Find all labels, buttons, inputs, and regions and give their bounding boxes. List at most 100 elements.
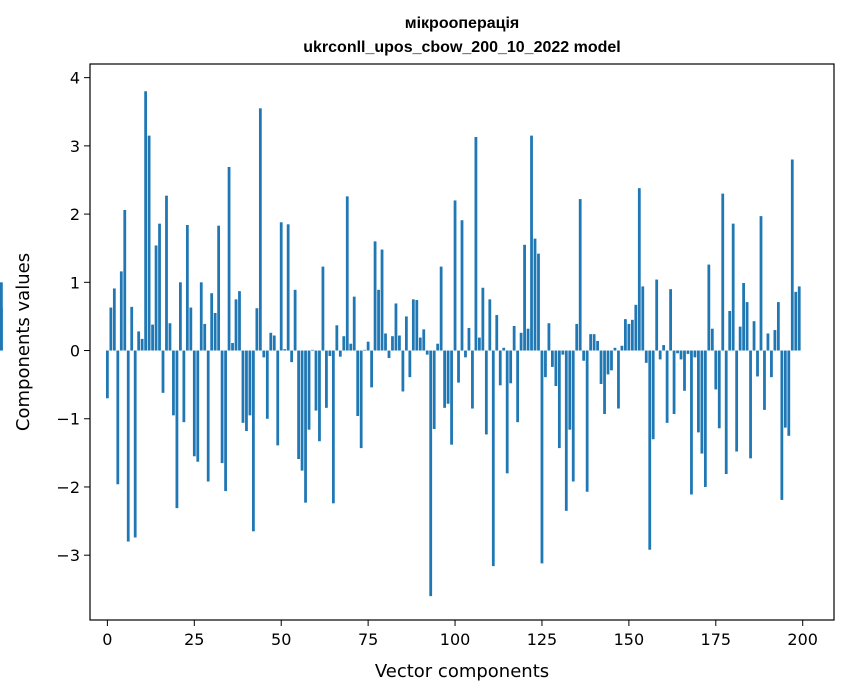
bar	[738, 326, 742, 351]
bar	[752, 321, 756, 351]
bar	[610, 350, 613, 371]
bar	[471, 350, 474, 409]
y-tick-label: −1	[56, 410, 80, 429]
bar	[300, 350, 304, 471]
y-tick-label: 3	[70, 137, 80, 156]
bar	[206, 350, 210, 482]
bar	[192, 350, 196, 457]
bar	[404, 316, 408, 351]
x-tick-label: 175	[701, 630, 732, 649]
bar	[676, 350, 679, 354]
bar	[745, 302, 749, 351]
bar	[265, 350, 269, 419]
bar	[582, 350, 586, 361]
bar	[179, 282, 182, 351]
bar	[648, 350, 652, 550]
bar	[217, 225, 221, 351]
bar	[634, 304, 638, 351]
bar	[464, 350, 467, 358]
y-tick-label: 0	[70, 342, 80, 361]
x-tick-label: 150	[614, 630, 645, 649]
bar	[683, 350, 686, 391]
bar	[641, 286, 645, 351]
bar	[679, 350, 683, 360]
x-tick-label: 125	[527, 630, 558, 649]
bar	[519, 332, 523, 351]
bar	[140, 338, 144, 351]
bar	[672, 350, 676, 414]
bar	[453, 200, 457, 351]
y-tick-label: 4	[70, 69, 80, 88]
bar	[418, 337, 422, 351]
bar	[491, 350, 495, 567]
bar	[505, 350, 509, 474]
bar	[533, 238, 537, 351]
bar	[630, 319, 634, 351]
bar	[589, 334, 593, 351]
bar	[509, 350, 513, 384]
bar	[596, 340, 599, 351]
bar	[133, 350, 137, 538]
x-axis-label: Vector components	[375, 661, 549, 682]
bar	[199, 282, 203, 351]
bar	[571, 350, 575, 482]
bar	[105, 350, 109, 399]
bar	[644, 350, 648, 363]
bar	[227, 167, 231, 351]
bar	[697, 350, 700, 433]
x-tick-label: 200	[787, 630, 818, 649]
bar	[474, 137, 478, 351]
chart-title: мікрооперація	[405, 15, 519, 32]
bar	[450, 350, 453, 445]
bar	[356, 350, 360, 417]
bar	[710, 328, 714, 351]
bar	[126, 350, 130, 542]
bar	[338, 350, 342, 357]
bar	[592, 334, 596, 351]
plot-frame	[89, 63, 835, 621]
bar	[161, 350, 165, 393]
bar	[624, 319, 627, 351]
bar	[286, 224, 290, 351]
bar	[304, 350, 307, 503]
bar	[443, 350, 447, 408]
bar	[669, 289, 672, 351]
bar	[252, 350, 255, 532]
bar	[717, 350, 721, 429]
bar	[352, 296, 356, 351]
y-tick-label: 2	[70, 205, 80, 224]
x-tick-label: 50	[271, 630, 291, 649]
bar	[394, 303, 398, 351]
bar	[603, 350, 606, 414]
bar	[658, 350, 662, 360]
bar	[185, 225, 189, 351]
bar	[432, 350, 436, 429]
bar	[700, 350, 704, 454]
bar	[224, 350, 227, 492]
bar	[776, 302, 780, 351]
x-tick-label: 0	[102, 630, 112, 649]
bar	[721, 193, 725, 351]
bar	[342, 336, 346, 351]
bar	[439, 266, 443, 351]
bar	[797, 286, 801, 351]
bar	[248, 350, 252, 416]
bar	[258, 108, 262, 351]
bar	[599, 350, 603, 384]
bar	[606, 350, 610, 375]
bar	[391, 336, 394, 351]
bar	[203, 323, 207, 351]
bar	[165, 195, 168, 351]
bar	[467, 328, 471, 351]
bar	[398, 335, 401, 351]
bar	[523, 244, 526, 351]
bar	[234, 299, 238, 351]
bar	[123, 209, 127, 351]
bar	[255, 308, 259, 351]
bar	[269, 332, 273, 351]
bar	[241, 350, 245, 423]
bar	[724, 350, 728, 475]
bar	[714, 350, 718, 390]
bar	[429, 350, 433, 597]
